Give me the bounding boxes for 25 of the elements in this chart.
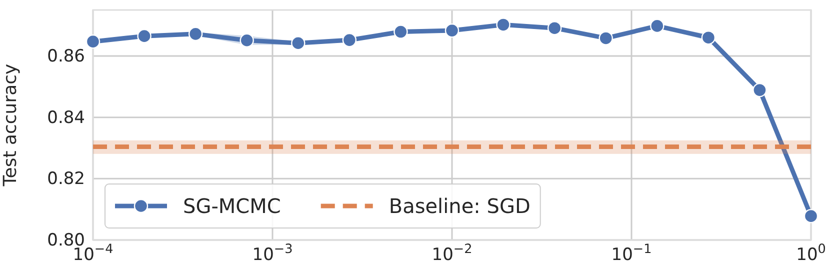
x-tick-label: 10$^{0}$ bbox=[796, 242, 826, 266]
y-tick-label: 0.86 bbox=[47, 46, 85, 66]
point bbox=[342, 32, 357, 48]
x-tick-label: 10$^{−3}$ bbox=[252, 242, 293, 266]
point bbox=[650, 18, 664, 34]
point bbox=[598, 31, 613, 46]
point bbox=[240, 33, 254, 48]
point bbox=[804, 208, 818, 224]
point bbox=[86, 34, 100, 49]
x-tick-label: 10$^{−1}$ bbox=[611, 242, 652, 266]
y-axis-title: Test accuracy bbox=[0, 63, 21, 188]
point bbox=[496, 18, 510, 32]
point bbox=[444, 23, 460, 38]
y-tick-label: 0.82 bbox=[47, 169, 85, 190]
legend-label: Baseline: SGD bbox=[388, 194, 530, 218]
y-tick-label: 0.84 bbox=[47, 108, 85, 128]
point bbox=[188, 26, 203, 42]
point bbox=[752, 82, 767, 98]
x-tick-label: 10$^{−2}$ bbox=[432, 242, 472, 266]
point bbox=[291, 36, 306, 50]
point bbox=[137, 28, 152, 44]
point bbox=[394, 24, 408, 39]
legend-label: SG-MCMC bbox=[183, 194, 281, 218]
point bbox=[547, 20, 562, 36]
point bbox=[701, 30, 716, 45]
